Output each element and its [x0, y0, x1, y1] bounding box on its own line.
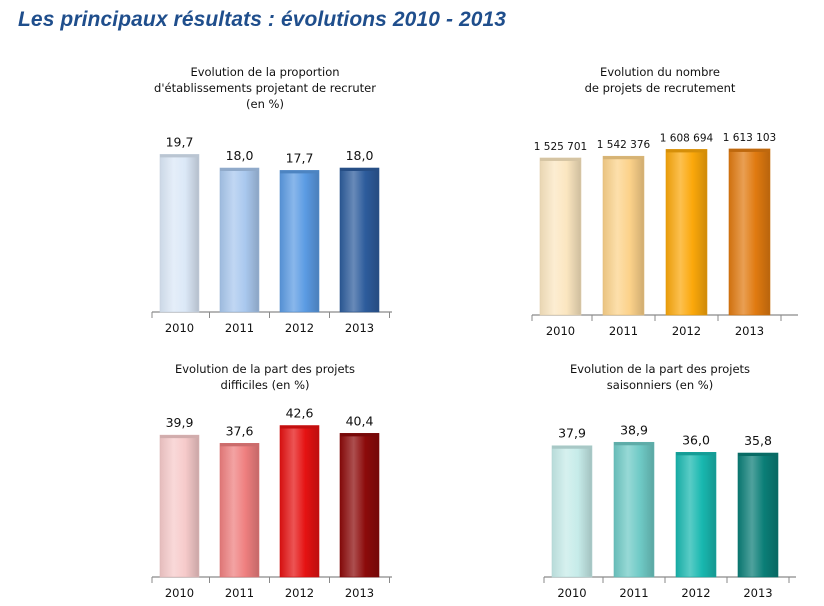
x-tick-label: 2013 — [345, 586, 374, 600]
bar — [602, 155, 645, 316]
bar-top-edge — [340, 433, 379, 437]
chart-title: Evolution de la part des projets saisonni… — [510, 361, 810, 393]
bar — [159, 154, 200, 313]
x-tick-label: 2010 — [165, 586, 194, 600]
x-tick-label: 2010 — [165, 321, 194, 335]
chart-title-line: Evolution de la part des projets — [174, 362, 356, 376]
chart-difficult-projects: 39,9 2010 37,6 2011 42,6 2012 40,4 2013 Evolutio… — [130, 355, 400, 605]
chart-title-line: (en %) — [246, 97, 284, 111]
chart-svg: 37,9 2010 38,9 2011 36,0 2012 35,8 2013 — [543, 422, 796, 600]
bar-value-label: 18,0 — [346, 148, 374, 163]
x-tick-label: 2012 — [285, 321, 314, 335]
chart-title-line: d'établissements projetant de recruter — [154, 81, 376, 95]
bar-top-edge — [340, 168, 379, 171]
x-tick-label: 2011 — [225, 321, 254, 335]
bar-value-label: 1 525 701 — [534, 141, 587, 153]
bar — [539, 157, 582, 316]
bar-value-label: 19,7 — [166, 134, 194, 149]
chart-establishments-recruiting: 19,7 2010 18,0 2011 17,7 2012 18,0 2013 Evolutio… — [130, 58, 400, 343]
bar-top-edge — [280, 425, 319, 429]
x-tick-label: 2010 — [557, 586, 586, 600]
chart-title-line: saisonniers (en %) — [606, 378, 714, 392]
bar-value-label: 1 608 694 — [660, 132, 714, 144]
bar-value-label: 1 613 103 — [723, 132, 776, 144]
bar — [675, 452, 717, 578]
chart-title-line: Evolution du nombre — [600, 65, 720, 79]
bar — [339, 433, 380, 578]
page-title: Les principaux résultats : évolutions 20… — [18, 8, 507, 31]
bar-value-label: 40,4 — [346, 413, 374, 428]
bar-value-label: 35,8 — [744, 433, 772, 448]
bar-value-label: 17,7 — [286, 150, 314, 165]
bar — [665, 149, 708, 316]
x-tick-label: 2013 — [735, 324, 764, 338]
x-tick-label: 2013 — [345, 321, 374, 335]
bar-value-label: 39,9 — [166, 415, 194, 430]
bar-top-edge — [220, 443, 259, 447]
x-tick-label: 2011 — [609, 324, 638, 338]
bar-top-edge — [614, 442, 654, 446]
chart-svg: 1 525 701 2010 1 542 376 2011 1 608 694 2012 1… — [531, 132, 798, 338]
bar — [219, 167, 260, 313]
chart-seasonal-projects: 37,9 2010 38,9 2011 36,0 2012 35,8 2013 Evolutio… — [510, 355, 810, 605]
bar-top-edge — [603, 156, 644, 160]
bar-value-label: 36,0 — [682, 432, 710, 447]
bar — [279, 425, 320, 578]
bar-top-edge — [160, 435, 199, 439]
bar — [613, 441, 655, 578]
x-tick-label: 2011 — [619, 586, 648, 600]
bar-top-edge — [160, 154, 199, 158]
bar — [728, 148, 771, 316]
bar-value-label: 42,6 — [286, 406, 314, 421]
bar-top-edge — [666, 149, 707, 153]
chart-recruitment-projects: 1 525 701 2010 1 542 376 2011 1 608 694 2012 1… — [510, 58, 810, 343]
chart-title-line: Evolution de la part des projets — [569, 362, 751, 376]
bar — [159, 434, 200, 578]
x-tick-label: 2013 — [743, 586, 772, 600]
bar-top-edge — [280, 170, 319, 174]
chart-title-line: Evolution de la proportion — [190, 65, 340, 79]
bar-top-edge — [540, 157, 581, 161]
x-tick-label: 2012 — [681, 586, 710, 600]
bar-top-edge — [220, 168, 259, 171]
bar-value-label: 38,9 — [620, 422, 648, 437]
chart-title-line: de projets de recrutement — [584, 81, 736, 95]
chart-title: Evolution de la part des projets difficil… — [130, 361, 400, 393]
x-tick-label: 2011 — [225, 586, 254, 600]
x-tick-label: 2012 — [285, 586, 314, 600]
x-tick-label: 2012 — [672, 324, 701, 338]
bar — [551, 445, 593, 578]
bar — [737, 452, 779, 578]
chart-svg: 19,7 2010 18,0 2011 17,7 2012 18,0 2013 — [151, 134, 392, 335]
chart-title: Evolution du nombre de projets de recrute… — [510, 64, 810, 96]
bar-top-edge — [552, 445, 592, 449]
bar-value-label: 37,6 — [226, 423, 254, 438]
bar — [219, 443, 260, 578]
chart-title-line: difficiles (en %) — [220, 378, 310, 392]
bar — [279, 170, 320, 313]
bar-value-label: 18,0 — [226, 148, 254, 163]
chart-svg: 39,9 2010 37,6 2011 42,6 2012 40,4 2013 — [151, 406, 392, 600]
bar — [339, 167, 380, 313]
bar-top-edge — [676, 452, 716, 456]
chart-title: Evolution de la proportion d'établissemen… — [130, 64, 400, 112]
bar-value-label: 1 542 376 — [597, 139, 651, 151]
bar-top-edge — [729, 148, 770, 152]
bar-value-label: 37,9 — [558, 426, 586, 441]
x-tick-label: 2010 — [546, 324, 575, 338]
bar-top-edge — [738, 453, 778, 457]
